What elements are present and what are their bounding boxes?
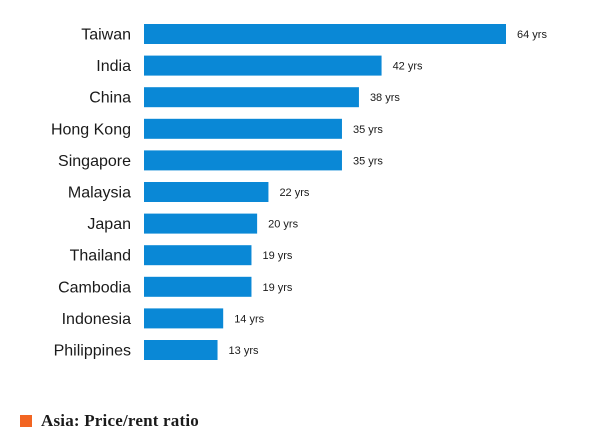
bar xyxy=(144,340,218,360)
value-label: 14 yrs xyxy=(234,313,264,325)
bar xyxy=(144,308,224,329)
bar-chart-plot: Taiwan 64 yrs India 42 yrs China 38 yrs Hong K… xyxy=(51,24,547,360)
category-label: Philippines xyxy=(54,343,131,360)
chart-title: Asia: Price/rent ratio xyxy=(41,411,199,430)
value-label: 22 yrs xyxy=(279,187,309,199)
category-label: Japan xyxy=(87,216,131,233)
value-label: 19 yrs xyxy=(262,250,292,262)
bar xyxy=(144,150,342,171)
bar xyxy=(144,276,252,297)
category-label: Malaysia xyxy=(68,185,131,202)
bar xyxy=(144,182,269,202)
value-label: 35 yrs xyxy=(353,124,383,136)
bar xyxy=(144,24,506,44)
category-label: Indonesia xyxy=(62,311,131,328)
category-label: Thailand xyxy=(70,248,131,265)
value-label: 19 yrs xyxy=(262,282,292,294)
value-label: 13 yrs xyxy=(229,345,259,357)
category-label: India xyxy=(96,58,131,75)
bar xyxy=(144,213,258,234)
category-label: China xyxy=(89,90,131,107)
category-label: Singapore xyxy=(58,153,131,170)
category-label: Hong Kong xyxy=(51,121,131,138)
value-label: 64 yrs xyxy=(517,29,547,41)
value-label: 35 yrs xyxy=(353,155,383,167)
value-label: 38 yrs xyxy=(370,92,400,104)
category-label: Taiwan xyxy=(81,27,131,44)
chart-caption: Asia: Price/rent ratio xyxy=(20,410,199,432)
title-marker-icon xyxy=(20,415,32,427)
bar xyxy=(144,87,359,108)
value-label: 20 yrs xyxy=(268,219,298,231)
bar xyxy=(144,118,342,139)
category-label: Cambodia xyxy=(58,279,131,296)
value-label: 42 yrs xyxy=(393,61,423,73)
bar xyxy=(144,55,382,76)
bar xyxy=(144,245,252,266)
